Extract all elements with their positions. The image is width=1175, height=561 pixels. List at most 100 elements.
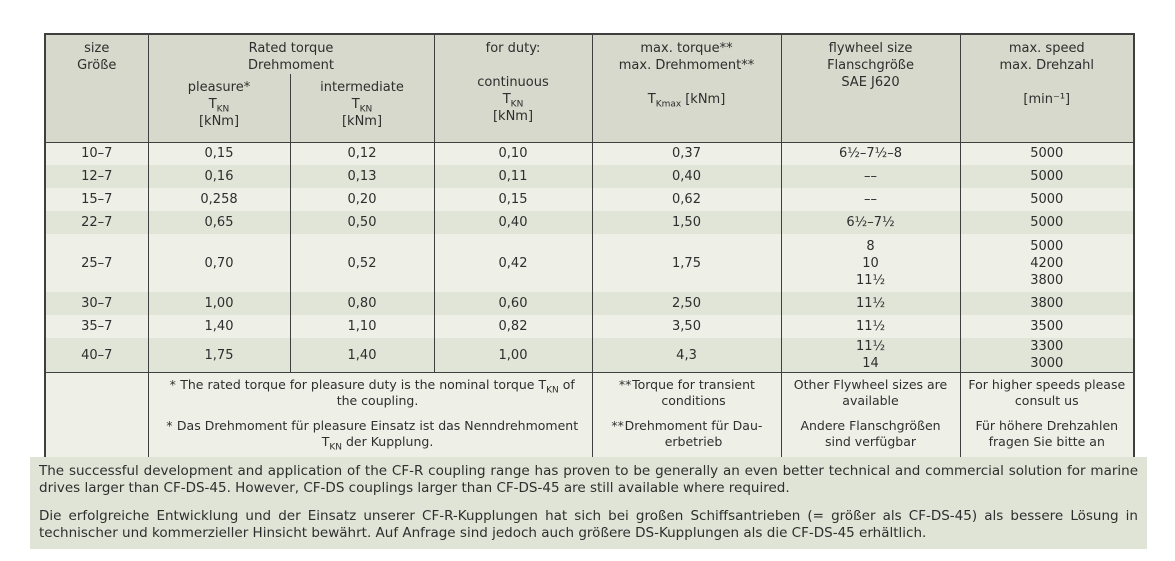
footnote-flywheel-de: Andere Flanschgrößen sind verfügbar: [800, 418, 941, 449]
cell-pleasure-torque: 0,70: [147, 234, 290, 292]
cell-flywheel-size: ––: [780, 188, 961, 211]
cell-intermediate-torque: 0,13: [289, 165, 435, 188]
footnote-max-torque: **Torque for transient conditions **Dreh…: [591, 372, 782, 462]
footnote-speed-de: Für höhere Drehzahlen fragen Sie bitte a…: [975, 418, 1119, 449]
cell-pleasure-torque: 0,258: [147, 188, 290, 211]
max-speed-de: max. Drehzahl: [999, 58, 1095, 73]
cell-pleasure-torque: 1,40: [147, 315, 290, 338]
cell-max-torque: 2,50: [591, 292, 782, 315]
cell-max-speed: 5000: [959, 141, 1135, 165]
footnote-speed-en: For higher speeds please consult us: [968, 377, 1126, 408]
pleasure-symbol: TKN: [208, 97, 230, 115]
cell-max-torque: 0,37: [591, 141, 782, 165]
table-row: 15–7 0,258 0,20 0,15 0,62 –– 5000: [44, 188, 1135, 211]
cell-flywheel-size: 6½–7½: [780, 211, 961, 234]
cell-intermediate-torque: 0,20: [289, 188, 435, 211]
col-header-duty-continuous: for duty: continuous TKN [kNm]: [433, 34, 593, 142]
col-header-rated-torque: Rated torque Drehmoment: [147, 34, 435, 74]
table-row: 30–7 1,00 0,80 0,60 2,50 11½ 3800: [44, 292, 1135, 315]
cell-max-torque: 4,3: [591, 338, 782, 373]
cell-continuous-torque: 0,42: [433, 234, 593, 292]
cell-flywheel-size: 11½ 14: [780, 338, 961, 373]
max-speed-en: max. speed: [1008, 41, 1085, 56]
cell-intermediate-torque: 1,40: [289, 338, 435, 373]
cell-size: 22–7: [44, 211, 148, 234]
table-row: 22–7 0,65 0,50 0,40 1,50 6½–7½ 5000: [44, 211, 1135, 234]
note-paragraph-de: Die erfolgreiche Entwicklung und der Ein…: [39, 508, 1138, 541]
coupling-spec-table: size Größe Rated torque Drehmoment for d…: [44, 33, 1136, 463]
cell-flywheel-size: ––: [780, 165, 961, 188]
col-header-flywheel: flywheel size Flanschgröße SAE J620: [780, 34, 961, 142]
col-header-size-de: Größe: [77, 58, 117, 73]
cell-pleasure-torque: 0,15: [147, 141, 290, 165]
col-header-size-en: size: [84, 41, 110, 56]
table-row: 35–7 1,40 1,10 0,82 3,50 11½ 3500: [44, 315, 1135, 338]
cell-flywheel-size: 11½: [780, 315, 961, 338]
cell-max-torque: 1,75: [591, 234, 782, 292]
cell-max-speed: 5000: [959, 165, 1135, 188]
for-duty-label: for duty:: [485, 41, 541, 56]
note-block: The successful development and applicati…: [30, 457, 1147, 549]
pleasure-unit: [kNm]: [198, 114, 240, 129]
col-header-max-torque: max. torque** max. Drehmoment** TKmax [kN…: [591, 34, 782, 142]
cell-continuous-torque: 0,10: [433, 141, 593, 165]
cell-max-torque: 1,50: [591, 211, 782, 234]
cell-max-speed: 3500: [959, 315, 1135, 338]
cell-pleasure-torque: 1,00: [147, 292, 290, 315]
continuous-symbol: TKN: [502, 92, 524, 110]
footnote-rated-torque-de: * Das Drehmoment für pleasure Einsatz ist…: [166, 418, 579, 452]
rated-torque-en: Rated torque: [248, 41, 334, 56]
continuous-label: continuous: [477, 75, 549, 90]
max-speed-unit: [min⁻¹]: [1023, 92, 1071, 107]
cell-continuous-torque: 1,00: [433, 338, 593, 373]
note-paragraph-en: The successful development and applicati…: [39, 463, 1138, 496]
cell-size: 30–7: [44, 292, 148, 315]
cell-intermediate-torque: 0,80: [289, 292, 435, 315]
max-torque-symbol: TKmax [kNm]: [647, 92, 726, 110]
max-torque-en: max. torque**: [640, 41, 733, 56]
col-header-pleasure: pleasure* TKN [kNm]: [147, 74, 290, 142]
table-row: 25–7 0,70 0,52 0,42 1,75 8 10 11½ 5000 4…: [44, 234, 1135, 292]
cell-intermediate-torque: 0,52: [289, 234, 435, 292]
cell-pleasure-torque: 1,75: [147, 338, 290, 373]
cell-intermediate-torque: 0,50: [289, 211, 435, 234]
cell-size: 40–7: [44, 338, 148, 373]
max-torque-de: max. Drehmoment**: [618, 58, 755, 73]
footnote-flywheel-en: Other Flywheel sizes are available: [793, 377, 948, 408]
footnote-rated-torque-en: * The rated torque for pleasure duty is t…: [169, 377, 575, 408]
cell-flywheel-size: 11½: [780, 292, 961, 315]
cell-size: 15–7: [44, 188, 148, 211]
cell-continuous-torque: 0,40: [433, 211, 593, 234]
table-row: 40–7 1,75 1,40 1,00 4,3 11½ 14 3300 3000: [44, 338, 1135, 373]
flywheel-size-en: flywheel size: [828, 41, 913, 56]
col-header-size: size Größe: [44, 34, 148, 142]
intermediate-unit: [kNm]: [341, 114, 383, 129]
cell-flywheel-size: 8 10 11½: [780, 234, 961, 292]
footnote-row: * The rated torque for pleasure duty is t…: [44, 372, 1135, 462]
cell-max-torque: 0,62: [591, 188, 782, 211]
cell-max-speed: 5000 4200 3800: [959, 234, 1135, 292]
cell-max-speed: 5000: [959, 188, 1135, 211]
intermediate-symbol: TKN: [351, 97, 373, 115]
cell-continuous-torque: 0,60: [433, 292, 593, 315]
cell-continuous-torque: 0,15: [433, 188, 593, 211]
cell-intermediate-torque: 0,12: [289, 141, 435, 165]
cell-size: 25–7: [44, 234, 148, 292]
cell-continuous-torque: 0,11: [433, 165, 593, 188]
cell-pleasure-torque: 0,16: [147, 165, 290, 188]
intermediate-label: intermediate: [320, 80, 404, 95]
footnote-flywheel: Other Flywheel sizes are available Ander…: [780, 372, 961, 462]
cell-size: 12–7: [44, 165, 148, 188]
table-body: 10–7 0,15 0,12 0,10 0,37 6½–7½–8 5000 12…: [44, 141, 1135, 462]
rated-torque-de: Drehmoment: [248, 58, 334, 73]
flywheel-sae-standard: SAE J620: [841, 75, 900, 90]
col-header-intermediate: intermediate TKN [kNm]: [289, 74, 435, 142]
cell-intermediate-torque: 1,10: [289, 315, 435, 338]
cell-max-speed: 5000: [959, 211, 1135, 234]
cell-flywheel-size: 6½–7½–8: [780, 141, 961, 165]
flywheel-size-de: Flanschgröße: [827, 58, 914, 73]
cell-size: 10–7: [44, 141, 148, 165]
col-header-max-speed: max. speed max. Drehzahl [min⁻¹]: [959, 34, 1135, 142]
footnote-max-torque-de: **Drehmoment für Dau­erbetrieb: [611, 418, 763, 449]
footnote-rated-torque: * The rated torque for pleasure duty is t…: [147, 372, 593, 462]
